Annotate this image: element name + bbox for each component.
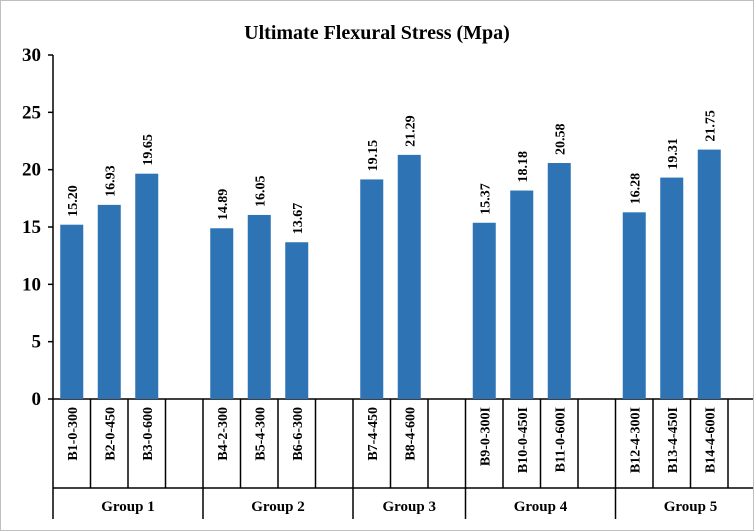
bar [622, 212, 646, 399]
chart-title: Ultimate Flexural Stress (Mpa) [244, 22, 510, 44]
data-label: 19.65 [141, 134, 156, 166]
category-label: B6-6-300 [291, 407, 306, 461]
bar [547, 163, 571, 399]
bar [472, 222, 496, 399]
data-label: 13.67 [291, 203, 306, 235]
category-label: B5-4-300 [253, 407, 268, 461]
y-tick-label: 10 [22, 274, 41, 295]
y-tick-label: 0 [32, 389, 42, 410]
group-label: Group 2 [251, 499, 305, 515]
bars [60, 149, 721, 399]
bar [397, 154, 421, 399]
category-label: B2-0-450 [103, 407, 118, 461]
data-label: 15.20 [66, 185, 81, 217]
category-label: B9-0-300I [478, 407, 493, 466]
category-label: B10-0-450I [516, 407, 531, 473]
category-axis: B1-0-300 B2-0-450 B3-0-600 Group 1 B4-2-300 B… [52, 399, 753, 519]
data-label: 20.58 [553, 124, 568, 156]
bar [247, 214, 271, 399]
category-label: B12-4-300I [628, 407, 643, 473]
bar [510, 190, 534, 399]
bar [60, 224, 84, 399]
category-label: B8-4-600 [403, 407, 418, 461]
category-label: B11-0-600I [553, 407, 568, 472]
y-tick-label: 30 [22, 45, 41, 66]
group-label: Group 1 [101, 499, 155, 515]
data-label: 16.05 [253, 175, 268, 207]
bar [97, 204, 121, 399]
group-label: Group 3 [383, 499, 437, 515]
bar [360, 179, 384, 399]
category-label: B13-4-450I [666, 407, 681, 473]
bar [210, 228, 234, 399]
y-tick-label: 5 [32, 332, 42, 353]
y-tick-label: 15 [22, 217, 41, 238]
data-label: 16.28 [628, 173, 643, 205]
data-label: 19.31 [666, 138, 681, 170]
data-label: 15.37 [478, 183, 493, 215]
data-label: 16.93 [103, 165, 118, 197]
category-label: B1-0-300 [66, 407, 81, 461]
data-label: 21.29 [403, 115, 418, 147]
bar [135, 173, 159, 399]
data-labels: 15.20 16.93 19.65 14.89 16.05 13.67 19.15 21.29… [66, 110, 719, 234]
bar [285, 242, 309, 399]
bar [697, 149, 721, 399]
y-tick-label: 25 [22, 102, 41, 123]
data-label: 18.18 [516, 151, 531, 183]
y-tick-label: 20 [22, 160, 41, 181]
category-label: B4-2-300 [216, 407, 231, 461]
category-label: B14-4-600I [703, 407, 718, 473]
data-label: 14.89 [216, 189, 231, 221]
data-label: 21.75 [703, 110, 718, 142]
bar [660, 177, 684, 399]
data-label: 19.15 [366, 140, 381, 172]
category-label: B7-4-450 [366, 407, 381, 461]
group-label: Group 4 [514, 499, 568, 515]
group-label: Group 5 [664, 499, 718, 515]
category-label: B3-0-600 [141, 407, 156, 461]
